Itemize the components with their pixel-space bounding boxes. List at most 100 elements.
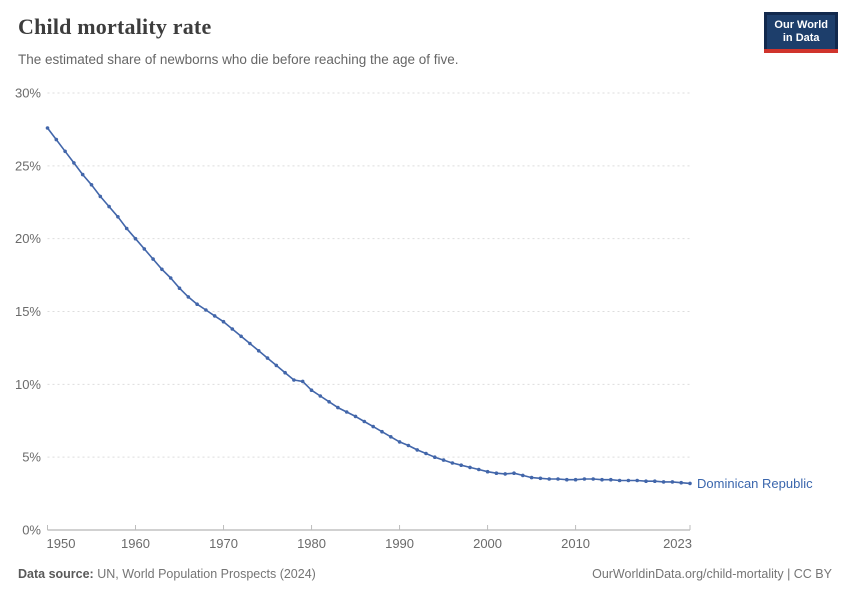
data-point[interactable] [133,236,138,241]
data-point[interactable] [635,478,639,483]
data-point[interactable] [600,477,604,482]
data-point[interactable] [573,477,578,482]
data-point[interactable] [54,137,59,142]
data-point[interactable] [371,424,376,429]
entity-label[interactable]: Dominican Republic [697,476,813,491]
data-point[interactable] [274,363,279,368]
data-point[interactable] [265,356,270,360]
data-point[interactable] [441,458,446,462]
data-point[interactable] [124,226,129,231]
data-point[interactable] [661,480,666,484]
data-point[interactable] [204,308,208,312]
data-point[interactable] [89,183,94,187]
data-point[interactable] [626,478,631,483]
data-point[interactable] [380,429,384,434]
data-point[interactable] [177,286,182,291]
data-point[interactable] [494,471,499,476]
attribution: OurWorldinData.org/child-mortality | CC … [592,567,832,581]
data-point[interactable] [292,378,296,382]
data-point[interactable] [397,440,402,444]
y-tick-label: 30% [15,86,41,101]
data-point[interactable] [318,394,323,398]
y-tick-label: 5% [22,450,41,465]
data-point[interactable] [186,295,191,299]
data-point[interactable] [415,448,420,452]
data-point[interactable] [283,370,287,375]
data-source: Data source: UN, World Population Prospe… [18,567,316,581]
data-source-text: UN, World Population Prospects (2024) [93,567,316,581]
data-point[interactable] [309,388,314,393]
data-point[interactable] [72,161,76,165]
y-tick-label: 0% [22,523,41,538]
data-point[interactable] [336,405,340,410]
data-point[interactable] [389,435,393,439]
data-point[interactable] [256,349,261,353]
data-point[interactable] [344,410,349,414]
data-point[interactable] [582,477,587,481]
data-point[interactable] [142,247,147,251]
x-tick-label: 1990 [385,536,414,551]
data-point[interactable] [362,419,367,424]
series-line[interactable] [46,127,691,485]
owid-logo[interactable]: Our World in Data [764,12,838,53]
x-tick-label: 1980 [297,536,326,551]
data-point[interactable] [98,194,103,199]
data-point[interactable] [468,465,472,470]
x-tick-label: 1950 [47,536,76,551]
x-tick-label: 2010 [561,536,590,551]
chart-footer: Data source: UN, World Population Prospe… [18,567,832,581]
data-point[interactable] [195,302,199,307]
data-point[interactable] [459,463,464,468]
data-point[interactable] [221,319,226,324]
data-point[interactable] [670,480,675,484]
data-point[interactable] [151,257,155,261]
data-point[interactable] [63,149,67,154]
data-point[interactable] [433,455,437,460]
x-tick-label: 1970 [209,536,238,551]
data-point[interactable] [300,379,305,384]
data-point[interactable] [556,477,560,481]
data-point[interactable] [503,472,508,476]
data-point[interactable] [424,451,428,456]
data-point[interactable] [688,481,692,486]
data-point[interactable] [679,480,683,485]
data-point[interactable] [485,469,490,474]
chart-subtitle: The estimated share of newborns who die … [18,52,459,67]
data-point[interactable] [168,276,173,280]
data-point[interactable] [547,477,551,481]
data-point[interactable] [212,314,217,318]
data-point[interactable] [107,204,111,209]
owid-logo-text: Our World in Data [767,15,835,49]
data-point[interactable] [512,471,516,476]
y-tick-label: 10% [15,377,41,392]
data-source-label: Data source: [18,567,94,581]
y-tick-label: 15% [15,304,41,319]
data-point[interactable] [248,341,252,346]
data-point[interactable] [609,477,613,482]
data-point[interactable] [529,475,534,480]
data-point[interactable] [160,267,164,272]
data-point[interactable] [644,479,648,484]
x-tick-label: 2000 [473,536,502,551]
data-point[interactable] [406,443,411,448]
data-point[interactable] [239,334,243,339]
data-point[interactable] [617,478,622,483]
data-point[interactable] [80,172,85,177]
data-point[interactable] [538,476,543,481]
data-point[interactable] [521,473,525,478]
data-point[interactable] [450,461,455,465]
data-point[interactable] [116,215,120,219]
data-point[interactable] [591,477,595,481]
data-point[interactable] [477,467,481,472]
data-point[interactable] [353,414,358,419]
data-point[interactable] [45,126,50,130]
data-point[interactable] [565,477,569,482]
y-tick-label: 20% [15,231,41,246]
data-point[interactable] [653,479,657,484]
chart-title: Child mortality rate [18,14,212,39]
data-point[interactable] [230,327,235,331]
x-tick-label: 1960 [121,536,150,551]
data-point[interactable] [327,400,331,404]
